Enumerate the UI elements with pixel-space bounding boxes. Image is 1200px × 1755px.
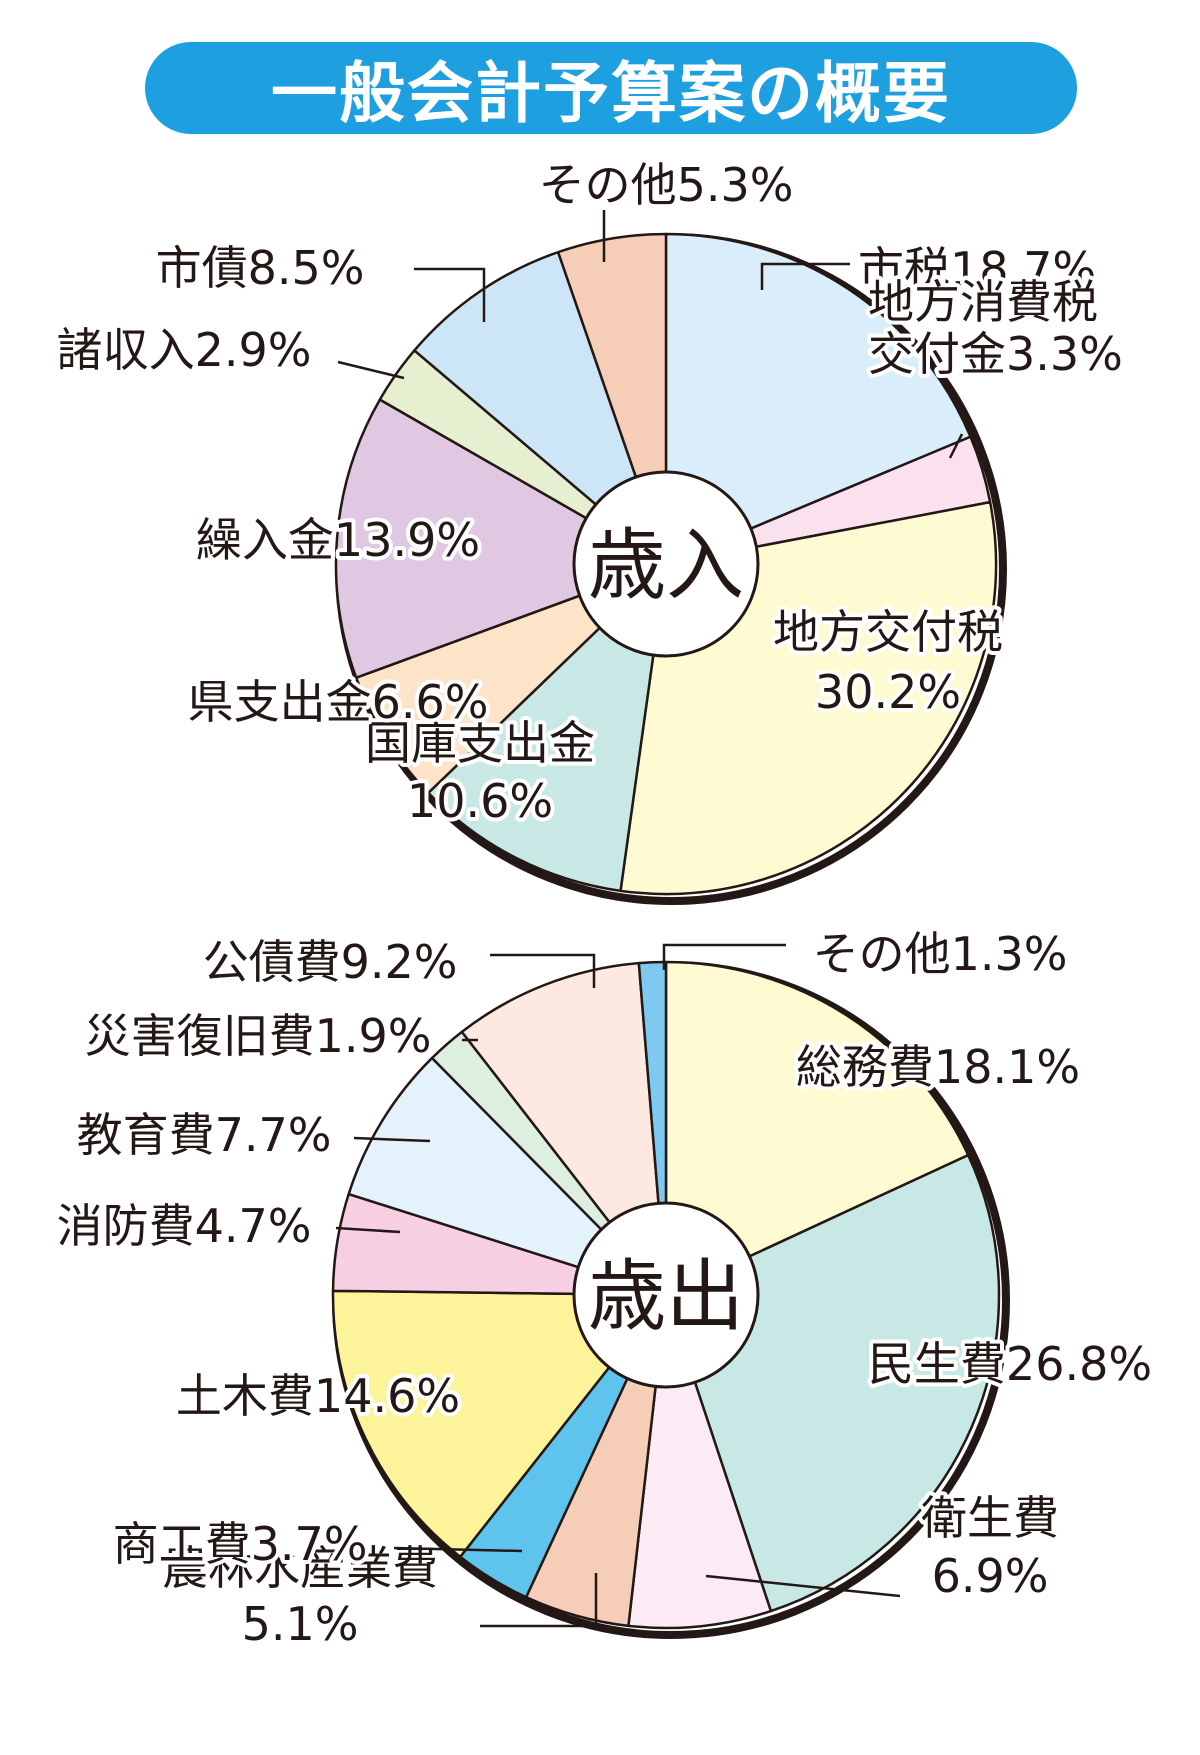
leader-line bbox=[393, 1546, 523, 1553]
slice-label: 農林水産業費 bbox=[162, 1541, 438, 1595]
slice-label: 30.2% bbox=[815, 665, 961, 719]
leader-line bbox=[337, 360, 405, 380]
slice-label: 県支出金6.6% bbox=[188, 675, 489, 729]
slice-label: 民生費26.8% bbox=[868, 1337, 1152, 1391]
leader-line bbox=[760, 262, 850, 290]
slice-label: 地方消費税 bbox=[868, 275, 1098, 329]
leader-line bbox=[490, 953, 596, 988]
leader-line bbox=[948, 433, 964, 459]
pie-center-hole bbox=[572, 1201, 760, 1389]
pie-center-label: 歳入 bbox=[588, 521, 744, 611]
pie-slice-総務費 bbox=[664, 960, 970, 1297]
slice-label: 繰入金13.9% bbox=[196, 513, 480, 567]
pie-slice-市債 bbox=[413, 250, 668, 566]
slice-label: 商工費3.7% bbox=[113, 1517, 368, 1571]
leader-line bbox=[662, 943, 786, 970]
pie-slice-繰入金 bbox=[334, 398, 668, 679]
leader-line bbox=[335, 1226, 401, 1234]
slice-label: 交付金3.3% bbox=[868, 327, 1123, 381]
pie-slice-土木費 bbox=[331, 1289, 668, 1559]
chart-title: 一般会計予算案の概要 bbox=[271, 55, 951, 132]
slice-label: 消防費4.7% bbox=[57, 1199, 312, 1253]
slice-label: その他1.3% bbox=[813, 927, 1068, 981]
slice-label: 災害復旧費1.9% bbox=[85, 1009, 432, 1063]
slice-label: 衛生費 bbox=[921, 1491, 1059, 1545]
leader-line bbox=[414, 267, 486, 322]
pie-slice-市税 bbox=[664, 232, 972, 566]
pie-slice-国庫支出金 bbox=[427, 562, 668, 893]
pie-center-label: 歳出 bbox=[588, 1252, 744, 1342]
pie-slice-県支出金 bbox=[354, 562, 668, 795]
slice-label: 6.9% bbox=[932, 1549, 1049, 1603]
slice-label: 総務費18.1% bbox=[796, 1040, 1080, 1094]
pie-slice-教育費 bbox=[347, 1056, 668, 1297]
leader-line bbox=[705, 1574, 901, 1598]
leader-line bbox=[480, 1573, 598, 1628]
slice-label: 土木費14.6% bbox=[176, 1369, 460, 1423]
slice-label: 公債費9.2% bbox=[203, 935, 458, 989]
slice-label: 教育費7.7% bbox=[77, 1108, 332, 1162]
slice-label: 国庫支出金 bbox=[365, 716, 595, 770]
slice-label: その他5.3% bbox=[539, 158, 794, 212]
slice-label: 市税18.7% bbox=[858, 242, 1096, 296]
slice-label: 10.6% bbox=[407, 774, 553, 828]
leader-line bbox=[353, 1136, 431, 1143]
pie-slice-公債費 bbox=[460, 961, 668, 1297]
slice-label: 5.1% bbox=[242, 1597, 359, 1651]
title-banner: 一般会計予算案の概要 bbox=[145, 42, 1077, 134]
pie-center-hole bbox=[572, 470, 760, 658]
slice-label: 諸収入2.9% bbox=[57, 323, 312, 377]
slice-label: 地方交付税 bbox=[773, 605, 1003, 659]
slice-label: 市債8.5% bbox=[156, 241, 365, 295]
